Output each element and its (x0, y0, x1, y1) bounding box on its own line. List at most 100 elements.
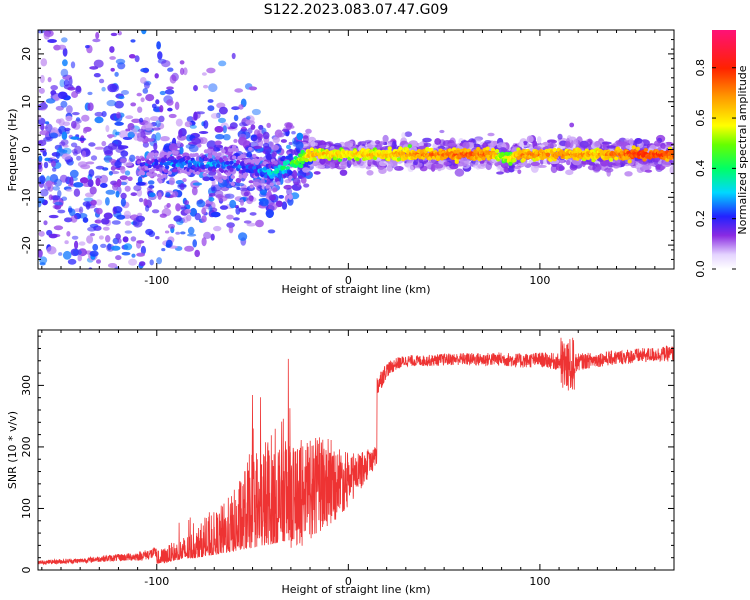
spectrogram-cell (443, 161, 450, 166)
spectrogram-cell (641, 164, 652, 170)
spectrogram-cell (248, 180, 254, 184)
spectrogram-cell (70, 142, 78, 148)
spectrogram-ridge-cell (152, 172, 158, 177)
spectrogram-cell (233, 217, 240, 221)
spectrogram-cell (116, 214, 126, 220)
spectrogram-ridge-cell (336, 150, 341, 155)
spectrogram-cell (557, 133, 563, 140)
spectrogram-cell (547, 143, 558, 148)
spectrogram-cell (176, 204, 182, 210)
spectrogram-cell (127, 131, 135, 139)
spectrogram-ridge-cell (187, 162, 193, 167)
spectrogram-cell (124, 170, 131, 176)
spectrogram-cell (201, 237, 207, 247)
spectrogram-cell (94, 175, 102, 179)
spectrogram-cell (107, 263, 118, 268)
spectrogram-cell (71, 235, 79, 240)
spectrogram-cell (107, 134, 115, 138)
spectrogram-cell (94, 14, 98, 22)
spectrogram-cell (280, 139, 287, 143)
spectrogram-cell (167, 67, 174, 72)
spectrogram-cell (113, 206, 123, 214)
spectrogram-cell (305, 128, 312, 134)
spectrogram-ridge-cell (240, 162, 245, 167)
spectrogram-cell (262, 131, 270, 140)
spectrogram-cell (139, 261, 146, 267)
spectrogram-cell (174, 101, 180, 111)
y-tick-label: 20 (20, 47, 33, 61)
spectrogram-ridge-cell (236, 159, 241, 164)
spectrogram-ridge-cell (400, 151, 406, 156)
spectrogram-cell (484, 140, 492, 144)
spectrogram-cell (226, 222, 235, 229)
spectrogram-cell (198, 131, 209, 134)
spectrogram-cell (201, 207, 207, 215)
spectrogram-cell (66, 231, 71, 237)
spectrogram-cell (38, 175, 46, 185)
spectrogram-cell (192, 239, 197, 248)
spectrogram-cell (263, 146, 272, 154)
spectrogram-cell (71, 120, 77, 129)
spectrogram-cell (113, 281, 121, 286)
spectrogram-cell (136, 252, 146, 257)
spectrogram-cell (39, 130, 49, 136)
spectrogram-cell (357, 141, 367, 147)
spectrogram-cell (114, 71, 119, 77)
spectrogram-cell (194, 212, 201, 221)
spectrogram-cell (69, 208, 76, 217)
spectrogram-cell (260, 177, 265, 187)
spectrogram-cell (422, 137, 432, 143)
spectrogram-cell (47, 39, 57, 43)
spectrogram-cell (40, 189, 49, 197)
spectrogram-ridge-cell (232, 155, 237, 160)
spectrogram-cell (183, 67, 188, 76)
spectrogram-cell (281, 201, 288, 210)
spectrogram-cell (119, 288, 126, 294)
spectrogram-cell (655, 164, 661, 170)
spectrogram-cell (87, 226, 97, 232)
spectrogram-cell (265, 209, 274, 218)
spectrogram-cell (235, 177, 242, 184)
spectrogram-cell (81, 269, 90, 273)
colorbar-tick-label: 0.6 (694, 109, 707, 127)
spectrogram-cell (198, 158, 204, 164)
spectrogram-ridge-cell (151, 167, 156, 172)
spectrogram-ridge-cell (281, 155, 286, 160)
spectrogram-cell (107, 142, 118, 151)
spectrogram-cell (141, 30, 147, 35)
spectrogram-cell (286, 187, 293, 196)
spectrogram-cell (136, 240, 142, 249)
spectrogram-cell (69, 314, 77, 322)
spectrogram-cell (129, 154, 136, 162)
spectrogram-cell (124, 220, 132, 226)
spectrogram-ridge-cell (627, 159, 632, 164)
spectrogram-cell (359, 163, 366, 169)
spectrogram-cell (81, 114, 90, 122)
spectrogram-cell (519, 141, 525, 148)
spectrogram-cell (339, 169, 348, 176)
spectrogram-cell (40, 58, 48, 67)
spectrogram-cell (101, 86, 106, 92)
spectrogram-ridge-cell (508, 161, 513, 166)
spectrogram-cell (407, 165, 414, 173)
spectrogram-ridge-cell (225, 160, 230, 165)
spectrogram-ridge-cell (635, 146, 640, 151)
spectrogram-cell (250, 124, 256, 130)
spectrogram-cell (472, 143, 481, 148)
spectrogram-cell (140, 97, 145, 103)
spectrogram-ridge-cell (158, 179, 163, 184)
spectrogram-cell (140, 77, 147, 84)
spectrogram-ridge-cell (221, 149, 226, 154)
spectrogram-cell (47, 294, 53, 303)
spectrogram-cell (151, 103, 157, 109)
spectrogram-cell (66, 105, 73, 114)
spectrogram-cell (222, 134, 231, 141)
spectrogram-ridge-cell (505, 155, 510, 160)
spectrogram-cell (155, 236, 160, 240)
spectrogram-ridge-cell (407, 144, 412, 149)
spectrogram-cell (285, 122, 292, 131)
colorbar-gradient (712, 30, 736, 269)
spectrogram-cell (208, 197, 215, 202)
spectrogram-cell (594, 140, 600, 147)
